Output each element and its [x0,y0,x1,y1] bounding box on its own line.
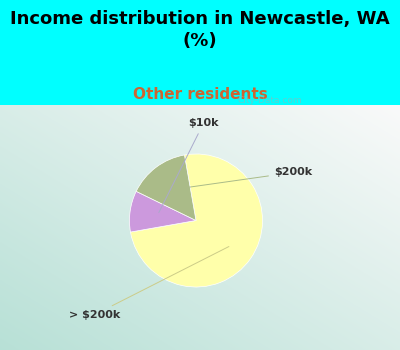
Text: Other residents: Other residents [133,87,267,102]
Text: Income distribution in Newcastle, WA
(%): Income distribution in Newcastle, WA (%) [10,10,390,50]
Wedge shape [130,191,196,232]
Text: $10k: $10k [159,119,219,212]
Text: > $200k: > $200k [69,246,229,320]
Text: $200k: $200k [175,167,312,189]
Wedge shape [136,155,196,220]
Text: City-Data.com: City-Data.com [238,96,302,105]
Wedge shape [130,154,262,287]
